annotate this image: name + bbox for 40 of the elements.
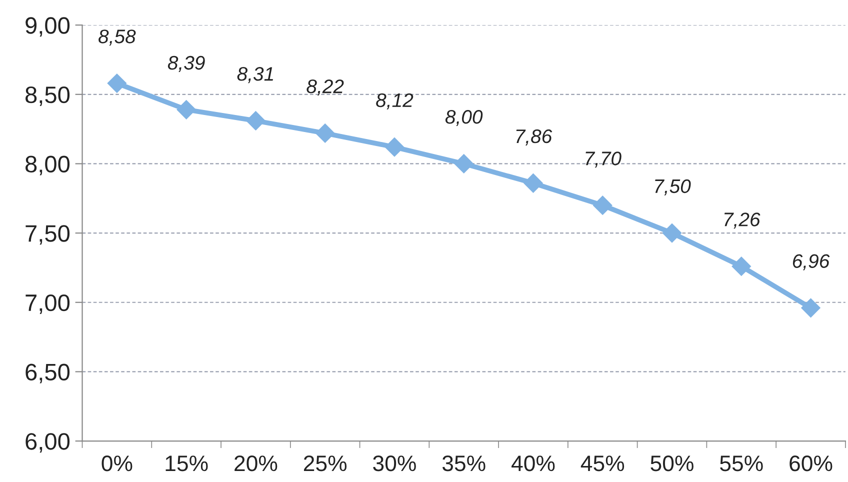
data-label: 8,22 xyxy=(306,79,344,96)
data-label: 7,86 xyxy=(516,129,552,146)
x-tick-label: 15% xyxy=(166,456,208,472)
y-tick-label: 9,00 xyxy=(26,17,70,37)
point xyxy=(732,256,751,276)
x-tick-label: 30% xyxy=(373,456,416,472)
point xyxy=(524,174,543,193)
data-label: 7,70 xyxy=(586,152,622,168)
point xyxy=(662,224,682,243)
y-tick-label: 8,00 xyxy=(26,156,70,176)
x-tick-label: 40% xyxy=(512,456,555,472)
point xyxy=(384,138,404,157)
point xyxy=(593,196,612,215)
y-tick-label: 7,50 xyxy=(26,225,70,245)
x-tick-label: 25% xyxy=(304,456,347,472)
data-label: 8,31 xyxy=(237,67,273,84)
data-label: 8,58 xyxy=(98,30,136,46)
x-tick-label: 35% xyxy=(442,456,486,472)
data-label: 6,96 xyxy=(792,254,830,270)
point xyxy=(246,111,266,130)
point xyxy=(801,298,820,318)
y-tick-label: 6,00 xyxy=(26,433,70,453)
data-label: 7,26 xyxy=(724,212,760,229)
x-tick-label: 60% xyxy=(790,456,832,472)
x-tick-label: 20% xyxy=(234,456,278,472)
point xyxy=(454,154,474,174)
point xyxy=(107,74,126,93)
data-label: 8,39 xyxy=(168,56,205,72)
x-tick-label: 55% xyxy=(720,456,763,472)
data-label: 7,50 xyxy=(655,179,691,196)
point xyxy=(316,124,335,143)
point xyxy=(176,100,196,120)
y-tick-label: 7,00 xyxy=(26,294,70,314)
x-tick-label: 0% xyxy=(102,456,132,472)
data-label: 8,00 xyxy=(445,110,483,126)
y-tick-label: 6,50 xyxy=(26,364,70,384)
x-tick-label: 50% xyxy=(650,456,694,472)
x-tick-label: 45% xyxy=(580,456,624,472)
data-label: 8,12 xyxy=(376,93,414,110)
y-tick-label: 8,50 xyxy=(26,86,70,106)
